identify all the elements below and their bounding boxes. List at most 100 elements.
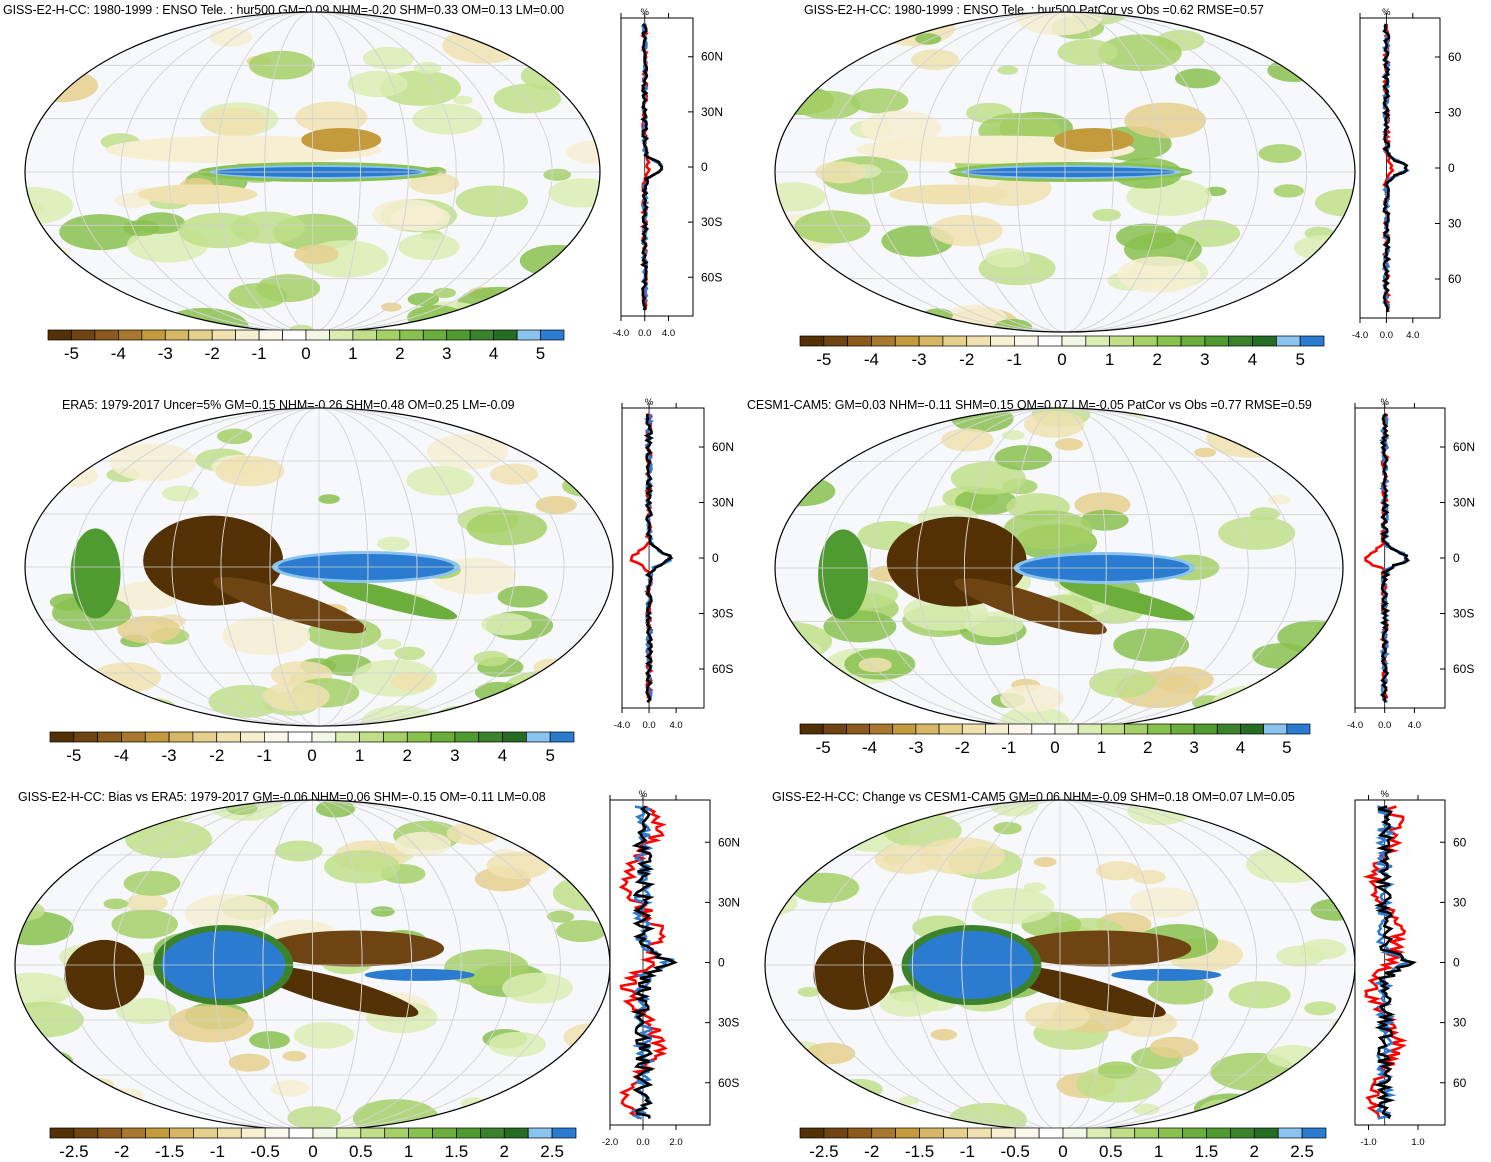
zonal-profile: % -4.0 0.0 4.0 60N 30N 0 30S 60S — [614, 397, 734, 731]
colorbar-swatch — [516, 329, 541, 341]
colorbar-label: 0 — [1057, 350, 1066, 369]
profile-ytick: 30S — [718, 1016, 739, 1030]
colorbar-swatch — [919, 1127, 944, 1139]
colorbar-swatch — [446, 329, 471, 341]
profile-xtick: -4.0 — [1347, 720, 1363, 731]
colorbar-swatch — [1252, 335, 1277, 347]
colorbar-label: -4 — [862, 738, 877, 757]
profile-unit: % — [641, 7, 650, 18]
colorbar-swatch — [493, 329, 518, 341]
profile-xtick: 4.0 — [662, 328, 675, 339]
profile-ytick: 60N — [701, 50, 723, 64]
profile-ytick: 60S — [701, 270, 722, 284]
colorbar-swatch — [1206, 1127, 1231, 1139]
colorbar-label: 4 — [489, 344, 498, 363]
profile-ytick: 60N — [712, 440, 734, 454]
profile-ytick: 0 — [718, 956, 725, 970]
profile-ytick: 30S — [701, 215, 722, 229]
profile-ytick: 0 — [1453, 551, 1460, 565]
colorbar-swatch — [47, 329, 72, 341]
colorbar-swatch — [169, 1127, 194, 1139]
panel-title: CESM1-CAM5: GM=0.03 NHM=-0.11 SHM=0.15 O… — [747, 398, 1312, 412]
colorbar-swatch — [942, 335, 968, 347]
colorbar-swatch — [823, 1127, 849, 1139]
colorbar-swatch — [430, 731, 456, 743]
colorbar-swatch — [1062, 1127, 1088, 1139]
colorbar-label: -0.5 — [251, 1142, 280, 1161]
colorbar-swatch — [1216, 723, 1241, 735]
colorbar-swatch — [1008, 723, 1033, 735]
colorbar-label: -1.5 — [155, 1142, 184, 1161]
profile-ytick: 0 — [701, 160, 708, 174]
colorbar-swatch — [145, 1127, 170, 1139]
colorbar-label: 0 — [308, 1142, 317, 1161]
colorbar-swatch — [335, 731, 360, 743]
colorbar-swatch — [282, 329, 307, 341]
colorbar-swatch — [193, 1127, 218, 1139]
colorbar-label: -2 — [955, 738, 970, 757]
profile-xtick: 0.0 — [1380, 330, 1393, 341]
colorbar-label: 4 — [1248, 350, 1257, 369]
colorbar-swatch — [264, 731, 289, 743]
colorbar-label: -4 — [114, 746, 129, 765]
colorbar-swatch — [1031, 723, 1056, 735]
profile-unit: % — [645, 397, 654, 408]
colorbar-swatch — [144, 731, 170, 743]
panel-title: ERA5: 1979-2017 Uncer=5% GM=0.15 NHM=-0.… — [62, 398, 515, 412]
profile-xtick: 0.0 — [642, 720, 655, 731]
colorbar-swatch — [121, 1127, 146, 1139]
colorbar-label: -1 — [1001, 738, 1016, 757]
colorbar-swatch — [1037, 335, 1063, 347]
profile-ytick: 30 — [1453, 1016, 1467, 1030]
colorbar-label: -2 — [864, 1142, 879, 1161]
colorbar-swatch — [1085, 335, 1110, 347]
colorbar-label: 3 — [1189, 738, 1198, 757]
colorbar-swatch — [918, 335, 944, 347]
colorbar-swatch — [895, 1127, 920, 1139]
colorbar-label: 3 — [442, 344, 451, 363]
colorbar-swatch — [1014, 1127, 1040, 1139]
colorbar-swatch — [71, 329, 96, 341]
colorbar-swatch — [384, 1127, 409, 1139]
colorbar-swatch — [376, 329, 401, 341]
profile-ytick: 0 — [1453, 956, 1460, 970]
colorbar-label: -1 — [257, 746, 272, 765]
colorbar-label: 5 — [536, 344, 545, 363]
colorbar-swatch — [938, 723, 963, 735]
colorbar-label: 5 — [545, 746, 554, 765]
profile-ytick: 60S — [1453, 662, 1474, 676]
profile-ytick: 60 — [1448, 272, 1462, 286]
profile-ytick: 30N — [701, 105, 723, 119]
colorbar-label: 2 — [403, 746, 412, 765]
profile-unit: % — [1380, 789, 1389, 800]
colorbar-label: 1.5 — [445, 1142, 469, 1161]
profile-ytick: 30N — [718, 895, 740, 909]
profile-black-line — [1372, 805, 1417, 1120]
colorbar-swatch — [164, 329, 190, 341]
profile-ytick: 60N — [1453, 440, 1475, 454]
zonal-profile: % -1.0 1.0 60 30 0 30 60 — [1354, 789, 1467, 1148]
profile-unit: % — [639, 789, 648, 800]
colorbar-swatch — [1158, 1127, 1183, 1139]
colorbar: -5 -4 -3 -2 -1 0 1 2 3 4 5 — [47, 329, 565, 363]
profile-xtick: 4.0 — [670, 720, 683, 731]
panel-title: GISS-E2-H-CC: 1980-1999 : ENSO Tele. : h… — [3, 3, 565, 17]
panel-title: GISS-E2-H-CC: 1980-1999 : ENSO Tele. : h… — [804, 3, 1264, 17]
colorbar-swatch — [329, 329, 354, 341]
colorbar-swatch — [551, 1127, 577, 1139]
profile-red-line — [639, 24, 651, 311]
colorbar-label: -1 — [960, 1142, 975, 1161]
colorbar-label: -5 — [816, 738, 831, 757]
colorbar-swatch — [1277, 1127, 1303, 1139]
colorbar-label: -5 — [66, 746, 81, 765]
colorbar-label: -1.5 — [905, 1142, 934, 1161]
colorbar-label: -0.5 — [1001, 1142, 1030, 1161]
colorbar-label: 1 — [1105, 350, 1114, 369]
colorbar-swatch — [985, 723, 1009, 735]
colorbar-swatch — [1276, 335, 1301, 347]
colorbar-label: -4 — [864, 350, 879, 369]
colorbar-swatch — [1133, 335, 1158, 347]
profile-black-line — [630, 805, 678, 1119]
colorbar-swatch — [869, 723, 894, 735]
colorbar-swatch — [847, 1127, 873, 1139]
